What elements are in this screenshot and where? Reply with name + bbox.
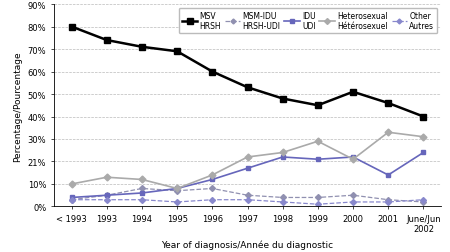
Y-axis label: Percentage/Pourcentage: Percentage/Pourcentage [13,51,22,161]
X-axis label: Year of diagnosis/Année du diagnostic: Year of diagnosis/Année du diagnostic [162,239,333,248]
Legend: MSV
HRSH, MSM-IDU
HRSH-UDI, IDU
UDI, Heterosexual
Hétérosexuel, Other
Autres: MSV HRSH, MSM-IDU HRSH-UDI, IDU UDI, Het… [179,9,437,34]
